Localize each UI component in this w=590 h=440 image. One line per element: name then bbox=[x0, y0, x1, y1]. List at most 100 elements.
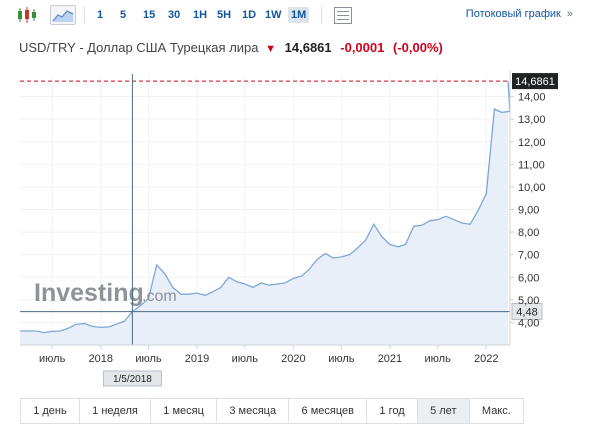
x-tick-label: июль bbox=[39, 353, 66, 365]
interval-5-hours[interactable]: 5H bbox=[217, 9, 232, 21]
crosshair-x-tag bbox=[102, 370, 162, 387]
data-point bbox=[51, 330, 53, 332]
data-point bbox=[461, 222, 463, 224]
candlestick-chart-icon[interactable] bbox=[14, 5, 40, 25]
area-chart-icon[interactable] bbox=[50, 5, 76, 25]
x-tick-label: июль bbox=[425, 353, 452, 365]
data-point bbox=[404, 243, 406, 245]
y-tick-label: 7,00 bbox=[518, 250, 539, 262]
data-point bbox=[91, 325, 93, 327]
range-1-month[interactable]: 1 месяц bbox=[151, 399, 218, 423]
streaming-chart-link[interactable]: Потоковый график » bbox=[466, 8, 573, 20]
crosshair-y-tag bbox=[511, 303, 543, 321]
crosshair-y-label: 4,48 bbox=[516, 307, 537, 319]
price-area-fill bbox=[20, 81, 510, 345]
range-5-years[interactable]: 5 лет bbox=[417, 399, 470, 423]
data-point bbox=[292, 277, 294, 279]
data-point bbox=[397, 246, 399, 248]
data-point bbox=[164, 273, 166, 275]
x-tick-label: июль bbox=[328, 353, 355, 365]
x-tick-label: 2019 bbox=[185, 353, 209, 365]
y-tick-label: 13,00 bbox=[518, 114, 546, 126]
x-tick-label: июль bbox=[232, 353, 259, 365]
data-point bbox=[196, 292, 198, 294]
data-point bbox=[27, 330, 29, 332]
range-6-months[interactable]: 6 месяцев bbox=[289, 399, 368, 423]
data-point bbox=[469, 223, 471, 225]
data-point bbox=[324, 252, 326, 254]
chart-toolbar: 1 5 15 30 1H 5H 1D 1W 1M Потоковый графи… bbox=[0, 0, 590, 30]
data-point bbox=[147, 298, 149, 300]
data-point bbox=[340, 256, 342, 258]
interval-1-hour[interactable]: 1H bbox=[193, 9, 208, 21]
data-point bbox=[108, 326, 110, 328]
data-point bbox=[100, 326, 102, 328]
data-point bbox=[437, 218, 439, 220]
data-point bbox=[19, 330, 21, 332]
data-point bbox=[188, 293, 190, 295]
data-point bbox=[420, 224, 422, 226]
data-point bbox=[236, 281, 238, 283]
interval-1-minute[interactable]: 1 bbox=[97, 9, 104, 21]
investing-watermark: Investing.com bbox=[34, 279, 177, 307]
data-point bbox=[83, 322, 85, 324]
toolbar-divider bbox=[84, 6, 85, 24]
watermark-suffix: .com bbox=[142, 288, 177, 305]
range-1-year[interactable]: 1 год bbox=[367, 399, 418, 423]
y-tick-label: 12,00 bbox=[518, 137, 546, 149]
y-tick-label: 6,00 bbox=[518, 272, 539, 284]
interval-1-day[interactable]: 1D bbox=[242, 9, 257, 21]
last-price: 14,6861 bbox=[284, 40, 332, 55]
interval-1-month[interactable]: 1M bbox=[288, 7, 310, 23]
y-tick-label: 5,00 bbox=[518, 295, 539, 307]
data-point bbox=[357, 247, 359, 249]
range-max[interactable]: Макс. bbox=[481, 405, 511, 417]
data-point bbox=[172, 286, 174, 288]
data-point bbox=[412, 225, 414, 227]
data-point bbox=[284, 282, 286, 284]
y-tick-label: 8,00 bbox=[518, 227, 539, 239]
table-view-icon[interactable] bbox=[334, 7, 352, 24]
data-point bbox=[276, 283, 278, 285]
data-point bbox=[445, 215, 447, 217]
data-point bbox=[308, 268, 310, 270]
instrument-header: USD/TRY - Доллар США Турецкая лира ▼ 14,… bbox=[19, 40, 443, 55]
data-point bbox=[381, 235, 383, 237]
data-point bbox=[348, 253, 350, 255]
data-point bbox=[477, 209, 479, 211]
price-line bbox=[20, 81, 511, 334]
data-point bbox=[220, 286, 222, 288]
interval-1-week[interactable]: 1W bbox=[265, 9, 282, 21]
data-point bbox=[268, 284, 270, 286]
data-point bbox=[429, 220, 431, 222]
data-point bbox=[155, 264, 157, 266]
data-point bbox=[453, 218, 455, 220]
range-3-months[interactable]: 3 месяца bbox=[217, 399, 290, 423]
y-tick-label: 10,00 bbox=[518, 182, 546, 194]
crosshair-x-label: 1/5/2018 bbox=[113, 374, 152, 385]
data-point bbox=[244, 283, 246, 285]
data-point bbox=[43, 331, 45, 333]
data-point bbox=[493, 108, 495, 110]
data-point bbox=[501, 111, 503, 113]
x-tick-label: 2020 bbox=[281, 353, 305, 365]
streaming-chart-label: Потоковый график bbox=[465, 8, 561, 20]
range-1-week[interactable]: 1 неделя bbox=[80, 399, 152, 423]
current-price-label: 14,6861 bbox=[515, 76, 555, 88]
data-point bbox=[75, 323, 77, 325]
y-tick-label: 4,00 bbox=[518, 317, 539, 329]
interval-30-minutes[interactable]: 30 bbox=[168, 9, 181, 21]
price-chart[interactable]: Investing.com 14,6861 4,48 1/5/2018 4,00 5,… bbox=[0, 62, 590, 392]
data-point bbox=[139, 304, 141, 306]
data-point bbox=[115, 323, 117, 325]
data-point bbox=[252, 286, 254, 288]
y-tick-label: 9,00 bbox=[518, 205, 539, 217]
data-point bbox=[211, 291, 213, 293]
x-tick-label: 2018 bbox=[89, 353, 113, 365]
x-tick-label: 2021 bbox=[378, 353, 402, 365]
price-change: -0,0001 bbox=[340, 40, 385, 55]
data-point bbox=[332, 257, 334, 259]
interval-15-minutes[interactable]: 15 bbox=[143, 9, 156, 21]
interval-5-minutes[interactable]: 5 bbox=[120, 9, 127, 21]
range-1-day[interactable]: 1 день bbox=[21, 399, 80, 423]
